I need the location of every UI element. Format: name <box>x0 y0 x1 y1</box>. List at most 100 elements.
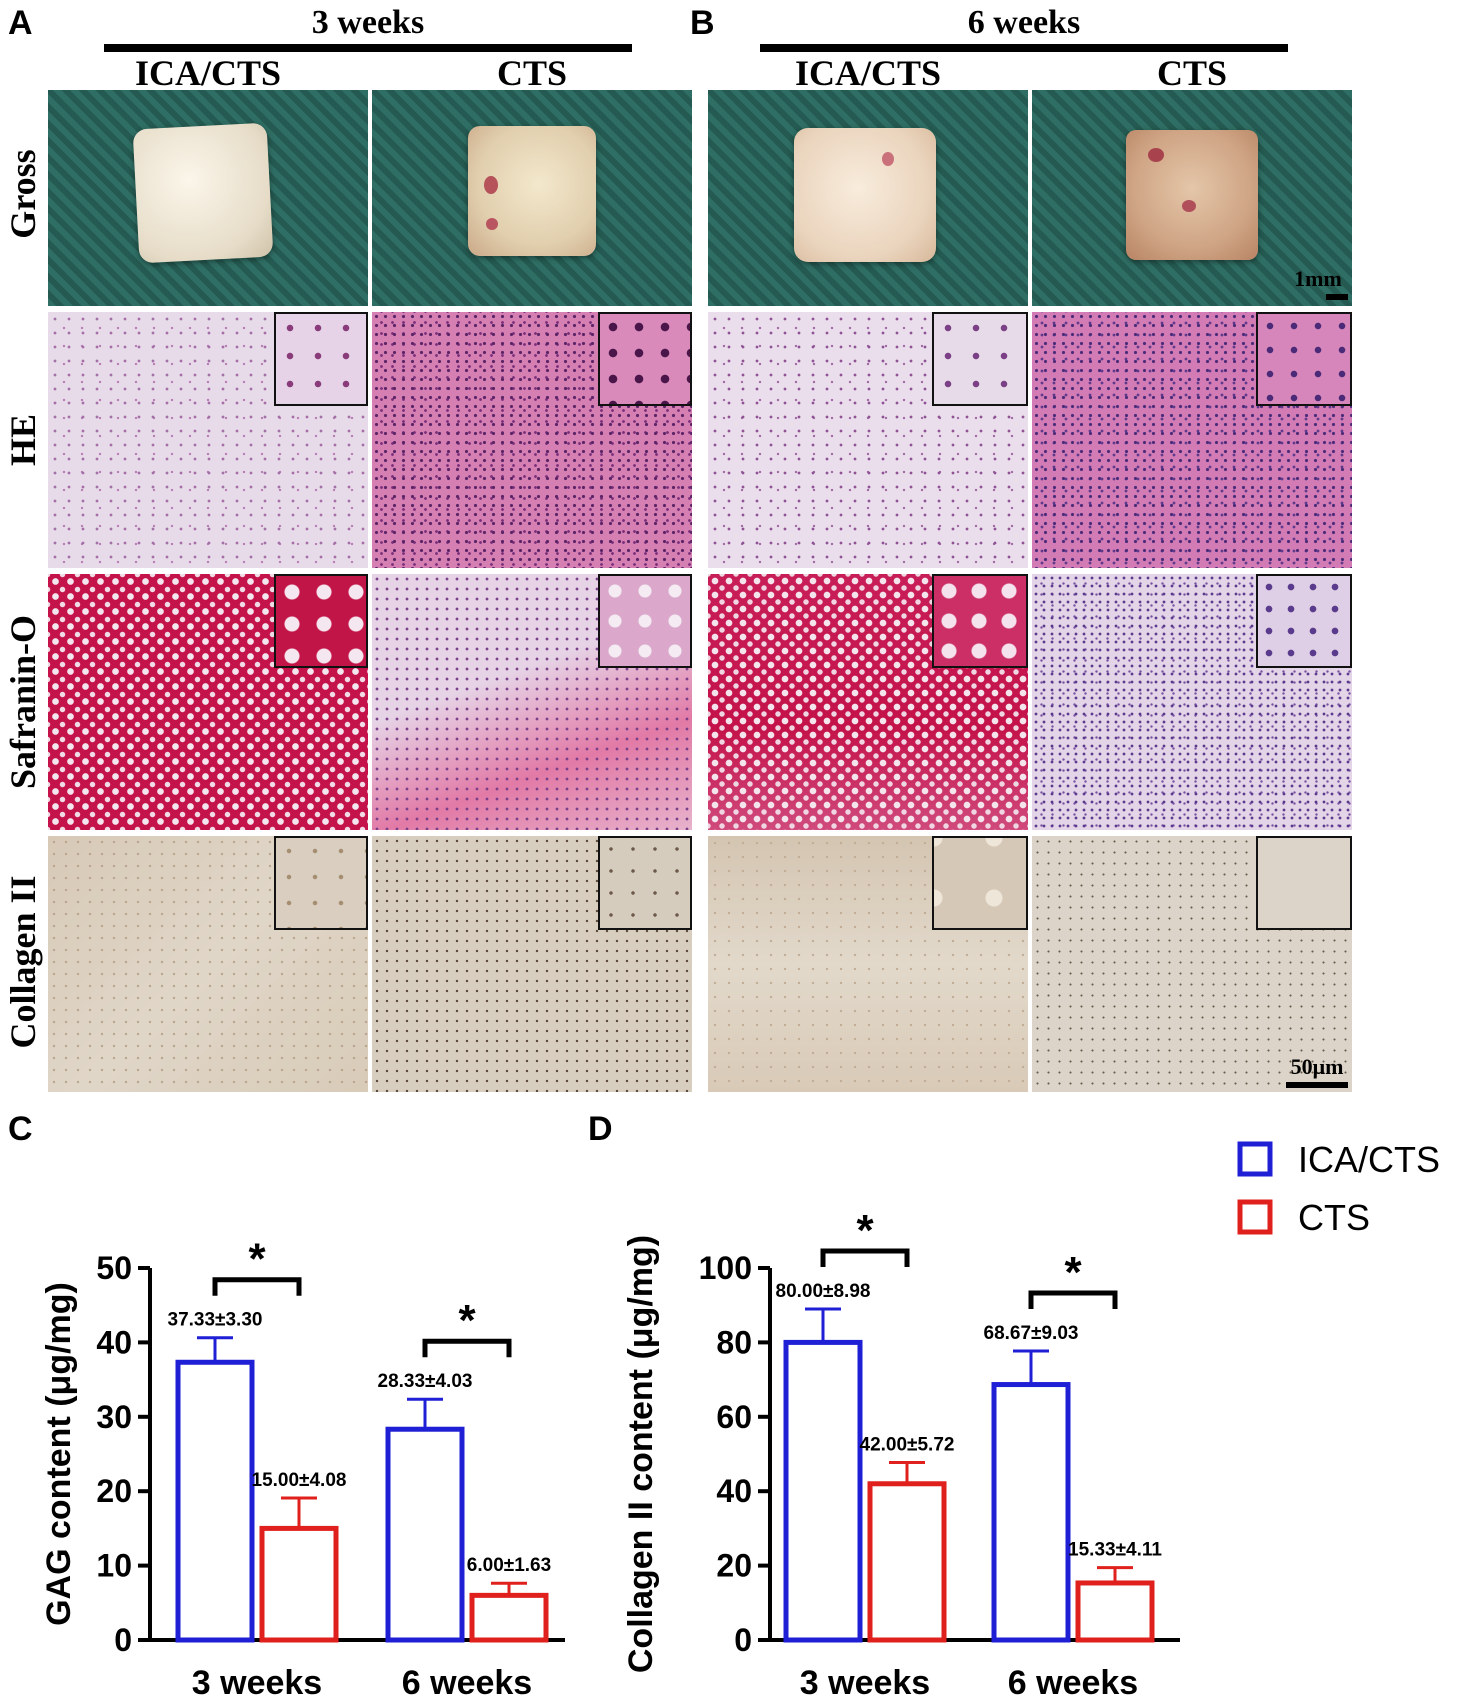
row-label-collagen-ii: Collagen II <box>3 875 43 1049</box>
y-tick-label: 30 <box>96 1399 132 1435</box>
bar-cts <box>259 1525 339 1643</box>
period-header-3-weeks: 3 weeks <box>311 4 425 41</box>
significance-star: * <box>856 1206 874 1255</box>
significance-bracket <box>212 1277 302 1296</box>
y-tick-label: 0 <box>114 1622 132 1658</box>
magnified-inset <box>1256 836 1352 930</box>
blood-spot <box>486 218 498 230</box>
bar-ica-cts <box>175 1359 255 1643</box>
safranin-image-ica-cts-6w <box>708 574 1028 830</box>
data-label: 80.00±8.98 <box>776 1281 871 1302</box>
y-axis-label: Collagen II content (μg/mg) <box>622 1235 660 1673</box>
blood-spot <box>882 152 894 166</box>
bar-cts <box>1075 1580 1155 1643</box>
magnified-inset <box>274 312 368 406</box>
y-tick-label: 60 <box>716 1399 752 1435</box>
x-category-label: 3 weeks <box>800 1664 930 1702</box>
column-header-ica-cts-6w: ICA/CTS <box>794 53 942 93</box>
collagen-image-cts-3w <box>372 836 692 1092</box>
period-bracket-3-weeks <box>104 44 632 52</box>
data-label: 37.33±3.30 <box>168 1310 263 1331</box>
data-label: 42.00±5.72 <box>860 1434 955 1455</box>
blood-spot <box>484 176 498 194</box>
magnified-inset <box>932 836 1028 930</box>
bar-ica-cts <box>783 1339 863 1643</box>
bar-ica-cts <box>991 1382 1071 1643</box>
y-tick-label: 20 <box>96 1473 132 1509</box>
he-image-ica-cts-6w <box>708 312 1028 568</box>
legend-swatch-cts <box>1237 1199 1273 1235</box>
x-category-label: 6 weeks <box>402 1664 532 1702</box>
y-tick-label: 40 <box>96 1324 132 1360</box>
y-tick-label: 20 <box>716 1548 752 1584</box>
y-tick-label: 0 <box>734 1622 752 1658</box>
scale-bar-label: 50μm <box>1290 1054 1344 1079</box>
significance-bracket <box>1028 1290 1118 1309</box>
he-image-cts-6w <box>1032 312 1352 568</box>
period-header-6-weeks: 6 weeks <box>967 4 1081 41</box>
bar-cts <box>867 1481 947 1643</box>
row-label-he: HE <box>3 414 43 467</box>
safranin-image-ica-cts-3w <box>48 574 368 830</box>
safranin-image-cts-3w <box>372 574 692 830</box>
scaffold-sample <box>132 122 274 264</box>
chart-collagen-content: 0 20 40 60 80 100 Collagen II content (μg/mg) 3… <box>622 1206 1180 1702</box>
gross-image-ica-cts-3w <box>48 90 368 306</box>
data-label: 15.00±4.08 <box>252 1470 347 1491</box>
safranin-image-cts-6w <box>1032 574 1352 830</box>
chart-gag-content: 0 10 20 30 40 50 GAG content (μg/mg) 3 weeks 37.… <box>40 1235 565 1702</box>
scale-bar-50um: 50μm <box>1284 1054 1350 1088</box>
period-bracket-6-weeks <box>760 44 1288 52</box>
y-tick-label: 10 <box>96 1548 132 1584</box>
magnified-inset <box>598 836 692 930</box>
y-tick-label: 50 <box>96 1250 132 1286</box>
legend-swatch-ica-cts <box>1237 1141 1273 1177</box>
column-header-ica-cts-3w: ICA/CTS <box>134 53 282 93</box>
legend-label: CTS <box>1298 1197 1370 1238</box>
scaffold-sample <box>1126 130 1258 260</box>
panel-label-c: C <box>8 1110 33 1148</box>
panel-label-d: D <box>588 1110 613 1148</box>
significance-star: * <box>458 1296 476 1345</box>
magnified-inset <box>274 836 368 930</box>
magnified-inset <box>598 312 692 406</box>
row-label-gross: Gross <box>3 149 43 239</box>
gross-image-cts-6w: 1mm <box>1032 90 1352 306</box>
data-label: 15.33±4.11 <box>1068 1540 1162 1561</box>
collagen-image-cts-6w: 50μm <box>1032 836 1352 1092</box>
chart-legend: ICA/CTS CTS <box>1237 1139 1440 1238</box>
x-category-label: 6 weeks <box>1008 1664 1138 1702</box>
significance-bracket <box>820 1248 910 1267</box>
scale-bar-line <box>1326 294 1348 300</box>
blood-spot <box>1148 148 1164 162</box>
magnified-inset <box>598 574 692 668</box>
significance-star: * <box>1064 1248 1082 1297</box>
scale-bar-label: 1mm <box>1294 266 1342 291</box>
y-tick-label: 100 <box>699 1250 752 1286</box>
magnified-inset <box>1256 574 1352 668</box>
y-tick-label: 40 <box>716 1473 752 1509</box>
significance-star: * <box>248 1235 266 1284</box>
panel-label-a: A <box>8 4 33 42</box>
magnified-inset <box>274 574 368 668</box>
bar-charts: 0 10 20 30 40 50 GAG content (μg/mg) 3 weeks 37.… <box>40 1139 1440 1702</box>
legend-label: ICA/CTS <box>1298 1139 1440 1180</box>
y-axis-label: GAG content (μg/mg) <box>40 1282 78 1626</box>
scale-bar-1mm: 1mm <box>1288 266 1348 300</box>
column-header-cts-3w: CTS <box>496 53 568 93</box>
data-label: 6.00±1.63 <box>467 1555 551 1576</box>
panel-label-b: B <box>690 4 715 42</box>
magnified-inset <box>932 574 1028 668</box>
x-category-label: 3 weeks <box>192 1664 322 1702</box>
scale-bar-line <box>1286 1082 1348 1088</box>
scaffold-sample <box>468 126 596 256</box>
gross-image-ica-cts-6w <box>708 90 1028 306</box>
bar-cts <box>469 1592 549 1643</box>
bar-ica-cts <box>385 1426 465 1643</box>
significance-bracket <box>422 1338 512 1358</box>
collagen-image-ica-cts-6w <box>708 836 1028 1092</box>
blood-spot <box>1182 200 1196 212</box>
y-tick-label: 80 <box>716 1324 752 1360</box>
data-label: 28.33±4.03 <box>378 1371 473 1392</box>
he-image-ica-cts-3w <box>48 312 368 568</box>
